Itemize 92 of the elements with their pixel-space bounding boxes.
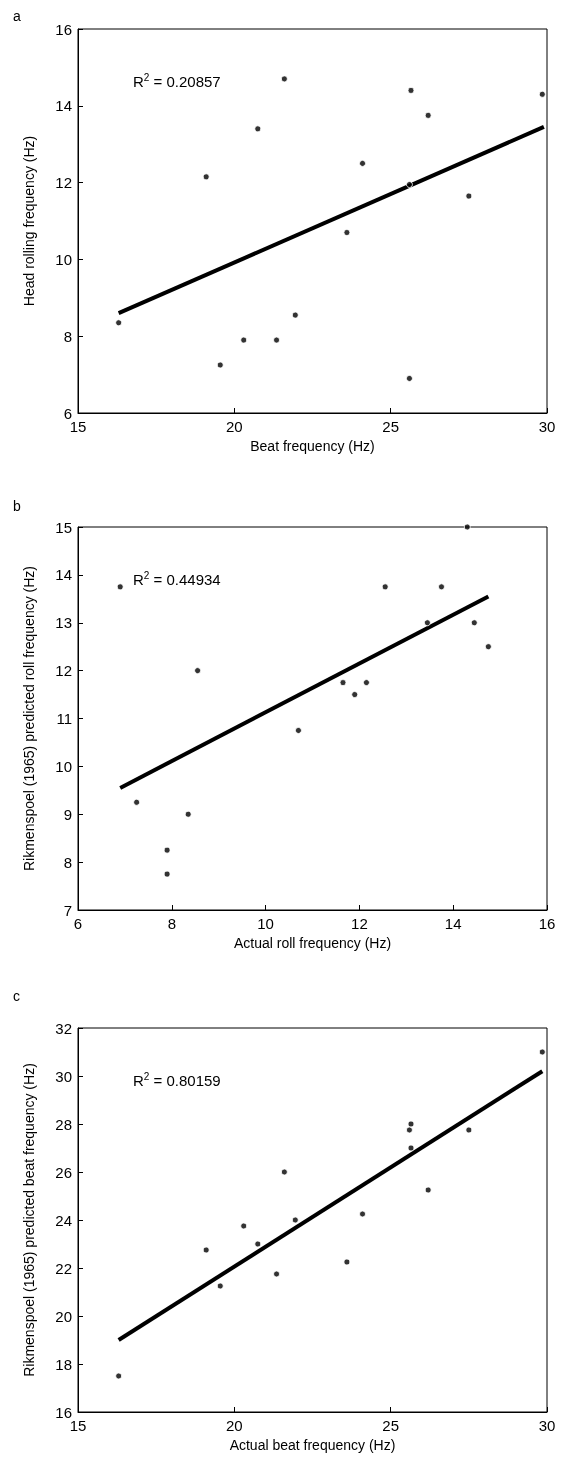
point	[407, 1144, 415, 1152]
x-tick-label: 12	[351, 915, 368, 932]
y-tick-label: 11	[56, 710, 72, 727]
y-tick-label: 20	[55, 1307, 72, 1325]
point	[163, 870, 171, 878]
point	[359, 159, 367, 167]
y-tick-label: 14	[55, 97, 72, 115]
point	[343, 229, 351, 237]
point	[216, 361, 224, 369]
point	[184, 810, 192, 818]
point	[407, 86, 415, 94]
x-tick-label: 8	[167, 915, 176, 932]
y-tick-label: 16	[55, 20, 72, 38]
chart-title: b	[13, 498, 21, 514]
point	[424, 1186, 432, 1194]
y-tick-label: 32	[55, 1019, 72, 1037]
point	[362, 679, 370, 687]
point	[465, 192, 473, 200]
y-tick-label: 13	[55, 614, 72, 632]
point	[538, 1048, 546, 1056]
point	[405, 1126, 413, 1134]
x-tick-label: 30	[538, 1417, 556, 1434]
x-axis-title: Beat frequency (Hz)	[250, 438, 375, 454]
point	[405, 374, 413, 382]
point	[273, 1270, 281, 1278]
y-tick-label: 10	[55, 250, 72, 268]
point	[254, 1240, 262, 1248]
point	[254, 125, 262, 133]
point	[115, 319, 123, 327]
point	[115, 1372, 123, 1380]
point	[407, 1120, 415, 1128]
y-tick-label: 8	[63, 327, 72, 345]
y-tick-label: 12	[55, 662, 72, 680]
y-tick-label: 14	[55, 566, 72, 584]
point	[202, 1246, 210, 1254]
y-tick-label: 28	[55, 1115, 72, 1133]
y-axis-title: Rikmenspoel (1965) predicted roll frequency (Hz)	[21, 565, 37, 872]
y-tick-label: 10	[55, 757, 72, 775]
x-axis-title: Actual roll frequency (Hz)	[233, 935, 392, 951]
y-tick-label: 30	[55, 1067, 72, 1085]
x-tick-label: 20	[225, 418, 243, 435]
y-tick-label: 7	[63, 901, 72, 919]
point	[437, 583, 445, 591]
point	[291, 311, 299, 319]
y-tick-label: 18	[55, 1355, 72, 1373]
point	[538, 90, 546, 98]
point	[273, 336, 281, 344]
point	[194, 667, 202, 675]
y-tick-label: 8	[63, 853, 72, 871]
chart-title: c	[13, 988, 20, 1004]
y-tick-label: 16	[55, 1403, 72, 1421]
point	[343, 1258, 351, 1266]
y-axis-title: Head rolling frequency (Hz)	[21, 135, 37, 307]
x-tick-label: 16	[538, 915, 556, 932]
x-tick-label: 25	[382, 1417, 400, 1434]
point	[240, 336, 248, 344]
point	[291, 1216, 299, 1224]
point	[280, 75, 288, 83]
point	[424, 111, 432, 119]
x-tick-label: 30	[538, 418, 556, 435]
point	[351, 691, 359, 699]
y-axis-title: Rikmenspoel (1965) predicted beat frequency (Hz)	[21, 1063, 37, 1377]
point	[381, 583, 389, 591]
point	[240, 1222, 248, 1230]
point	[405, 181, 413, 189]
point	[463, 523, 471, 531]
point	[465, 1126, 473, 1134]
y-tick-label: 24	[55, 1211, 72, 1229]
y-tick-label: 22	[55, 1259, 72, 1277]
x-tick-label: 20	[225, 1417, 243, 1434]
chart-title: a	[13, 8, 21, 24]
point	[359, 1210, 367, 1218]
x-tick-label: 14	[444, 915, 462, 932]
point	[294, 726, 302, 734]
point	[470, 619, 478, 627]
point	[163, 846, 171, 854]
point	[133, 798, 141, 806]
x-axis-title: Actual beat frequency (Hz)	[229, 1437, 396, 1453]
y-tick-label: 12	[55, 174, 72, 192]
point	[116, 583, 124, 591]
y-tick-label: 9	[63, 805, 72, 823]
x-tick-label: 10	[257, 915, 274, 932]
y-tick-label: 6	[63, 404, 72, 422]
point	[423, 619, 431, 627]
point	[339, 679, 347, 687]
x-tick-label: 25	[382, 418, 400, 435]
point	[280, 1168, 288, 1176]
y-tick-label: 15	[55, 518, 72, 536]
point	[484, 643, 492, 651]
point	[216, 1282, 224, 1290]
point	[202, 173, 210, 181]
y-tick-label: 26	[55, 1163, 72, 1181]
